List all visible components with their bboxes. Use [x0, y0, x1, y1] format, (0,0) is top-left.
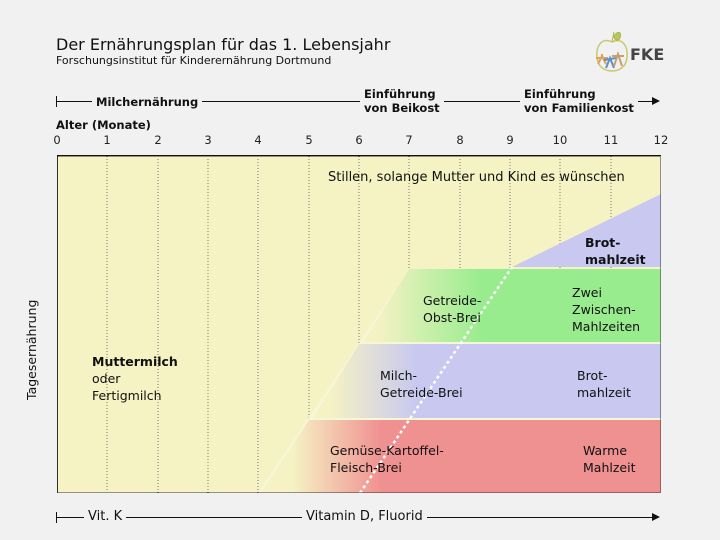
- phase-start-marker: [56, 96, 57, 107]
- breastfeeding-note: Stillen, solange Mutter und Kind es wüns…: [328, 170, 625, 185]
- phase-beikost-line2: von Beikost: [364, 101, 440, 115]
- tick-label: 11: [603, 133, 619, 147]
- tick-label: 6: [355, 133, 363, 147]
- tick-label: 9: [506, 133, 514, 147]
- tick-label: 3: [204, 133, 212, 147]
- tick-label: 10: [552, 133, 568, 147]
- fke-logo: [592, 28, 682, 84]
- label-bread-meal-1-line2: mahlzeit: [577, 385, 631, 400]
- tick-label: 2: [154, 133, 162, 147]
- tick-label: 5: [305, 133, 313, 147]
- label-cereal-fruit-line1: Getreide-: [423, 293, 482, 308]
- arrow-right-icon: [652, 97, 660, 105]
- band-red: [261, 420, 661, 493]
- tick-label: 0: [53, 133, 61, 147]
- label-cereal-fruit-line2: Obst-Brei: [423, 310, 481, 325]
- supplement-start-marker: [56, 512, 57, 523]
- label-bread-meal-1-line1: Brot-: [577, 368, 608, 383]
- label-snacks-line1: Zwei: [572, 285, 602, 300]
- label-milk-line2: oder: [92, 371, 121, 386]
- label-veg-mash-line2: Fleisch-Brei: [330, 460, 402, 475]
- label-snacks: Zwei Zwischen- Mahlzeiten: [572, 284, 640, 335]
- label-milk-line1: Muttermilch: [92, 354, 178, 369]
- phase-beikost: Einführung von Beikost: [360, 87, 444, 115]
- x-axis-title: Alter (Monate): [56, 118, 151, 132]
- label-snacks-line3: Mahlzeiten: [572, 319, 641, 334]
- logo-text: FKE: [630, 45, 665, 64]
- label-warm-meal-line2: Mahlzeit: [583, 460, 636, 475]
- label-warm-meal: Warme Mahlzeit: [583, 442, 635, 476]
- label-bread-meal-2-line1: Brot-: [585, 235, 621, 250]
- label-warm-meal-line1: Warme: [583, 443, 628, 458]
- supplement-vit-d: Vitamin D, Fluorid: [302, 509, 427, 524]
- label-milk-line3: Fertigmilch: [92, 388, 162, 403]
- supplement-vit-k: Vit. K: [84, 509, 127, 524]
- label-veg-mash-line1: Gemüse-Kartoffel-: [330, 443, 444, 458]
- tick-label: 7: [405, 133, 413, 147]
- label-cereal-fruit: Getreide- Obst-Brei: [423, 292, 481, 326]
- label-veg-mash: Gemüse-Kartoffel- Fleisch-Brei: [330, 442, 444, 476]
- phase-timeline: [57, 101, 657, 102]
- x-axis-line: [57, 155, 661, 156]
- phase-beikost-line1: Einführung: [364, 87, 436, 101]
- page-title: Der Ernährungsplan für das 1. Lebensjahr: [56, 35, 391, 54]
- phase-family: Einführung von Familienkost: [520, 87, 638, 115]
- nutrition-chart: [57, 156, 661, 493]
- label-bread-meal-1: Brot- mahlzeit: [577, 367, 631, 401]
- arrow-right-icon: [652, 513, 660, 521]
- tick-label: 1: [103, 133, 111, 147]
- label-bread-meal-2-line2: mahlzeit: [585, 252, 646, 267]
- band-purple: [313, 344, 661, 418]
- apple-family-icon: [596, 31, 628, 72]
- label-milk: Muttermilch oder Fertigmilch: [92, 353, 178, 404]
- label-milk-cereal-line2: Getreide-Brei: [380, 385, 463, 400]
- label-milk-cereal: Milch- Getreide-Brei: [380, 367, 463, 401]
- tick-label: 4: [254, 133, 262, 147]
- phase-milk: Milchernährung: [92, 95, 203, 109]
- phase-family-line2: von Familienkost: [524, 101, 634, 115]
- label-bread-meal-2: Brot- mahlzeit: [585, 234, 646, 268]
- label-milk-cereal-line1: Milch-: [380, 368, 418, 383]
- band-green: [363, 269, 661, 342]
- phase-family-line1: Einführung: [524, 87, 596, 101]
- y-axis-title: Tagesernährung: [24, 299, 39, 400]
- tick-label: 8: [456, 133, 464, 147]
- tick-label: 12: [653, 133, 669, 147]
- band-bread-triangle: [512, 194, 661, 267]
- page-subtitle: Forschungsinstitut für Kinderernährung D…: [56, 54, 332, 67]
- label-snacks-line2: Zwischen-: [572, 302, 636, 317]
